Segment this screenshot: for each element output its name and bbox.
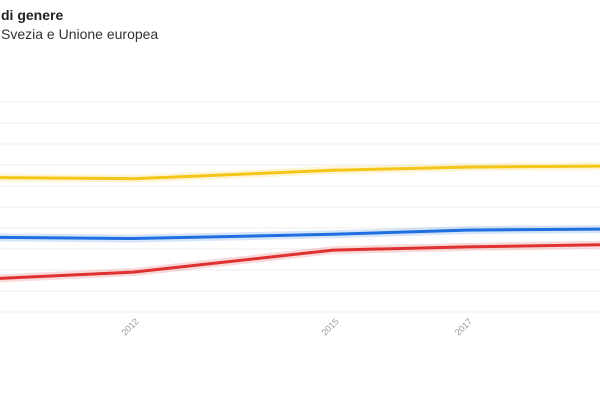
series-line-1 (0, 227, 600, 240)
x-tick-label: 2015 (319, 316, 340, 337)
series-line-0 (0, 164, 600, 181)
series-line-2 (0, 243, 600, 280)
x-tick-label: 2012 (119, 316, 140, 337)
chart-subtitle: Svezia e Unione europea (1, 26, 159, 42)
series-layer (0, 162, 600, 283)
gridlines (0, 101, 600, 313)
x-axis: 2012 2015 2017 (119, 316, 474, 337)
chart-title: di genere (1, 7, 64, 23)
x-tick-label: 2017 (453, 316, 474, 337)
